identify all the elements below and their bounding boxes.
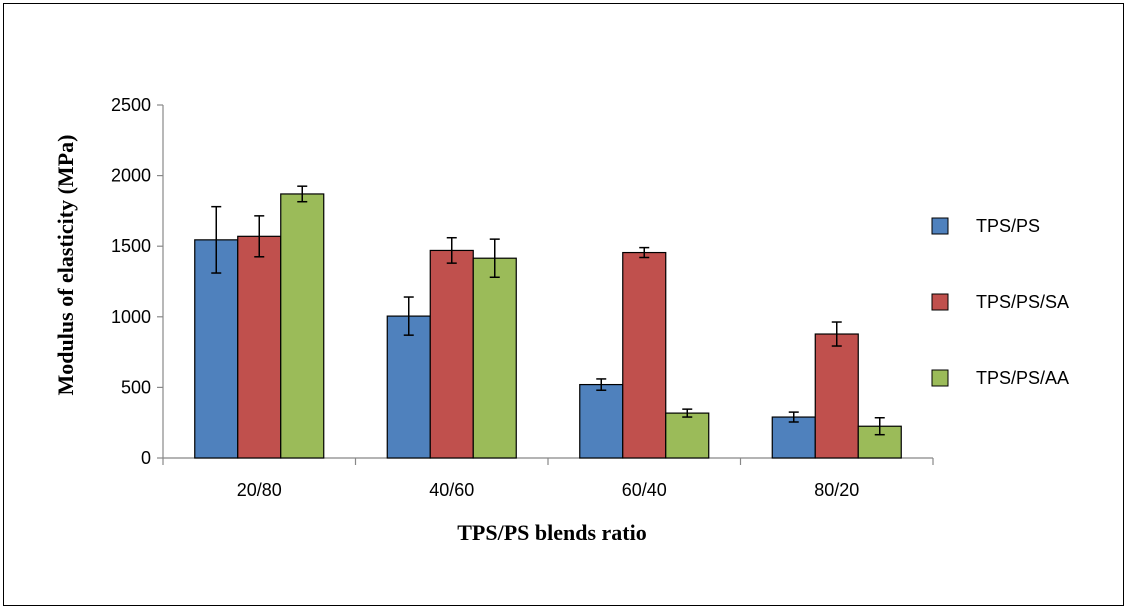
bar (622, 251, 667, 459)
bar (814, 333, 859, 459)
x-tick-label: 20/80 (237, 480, 282, 500)
x-tick-label: 80/20 (814, 480, 859, 500)
y-tick-label: 2000 (111, 166, 151, 186)
x-tick-label: 60/40 (622, 480, 667, 500)
legend-swatch (931, 217, 949, 235)
bar (771, 416, 816, 459)
bar (237, 235, 282, 459)
y-tick-label: 1000 (111, 307, 151, 327)
y-tick-label: 1500 (111, 236, 151, 256)
y-axis: 0 500 1000 1500 2000 2500 (111, 95, 164, 468)
x-axis-title: TPS/PS blends ratio (457, 520, 646, 545)
x-tick-label: 40/60 (429, 480, 474, 500)
x-axis: 20/80 40/60 60/40 80/20 (162, 457, 934, 500)
error-bars (211, 185, 885, 436)
y-tick-label: 0 (141, 448, 151, 468)
bar (194, 239, 239, 459)
legend-label: TPS/PS/AA (976, 368, 1069, 388)
y-tick-label: 500 (121, 377, 151, 397)
legend-swatch (931, 369, 949, 387)
legend-label: TPS/PS/SA (976, 292, 1069, 312)
bar (665, 412, 710, 459)
bar (579, 383, 624, 459)
bar (429, 249, 474, 459)
legend-swatch (931, 293, 949, 311)
bar (280, 193, 325, 459)
bar (386, 315, 431, 459)
bar (857, 425, 902, 459)
y-axis-title: Modulus of elasticity (MPa) (53, 135, 78, 396)
legend-label: TPS/PS (976, 216, 1040, 236)
y-tick-label: 2500 (111, 95, 151, 115)
bars (194, 193, 902, 459)
figure-frame (3, 3, 1124, 606)
legend: TPS/PS TPS/PS/SA TPS/PS/AA (931, 216, 1069, 388)
bar (472, 257, 517, 459)
